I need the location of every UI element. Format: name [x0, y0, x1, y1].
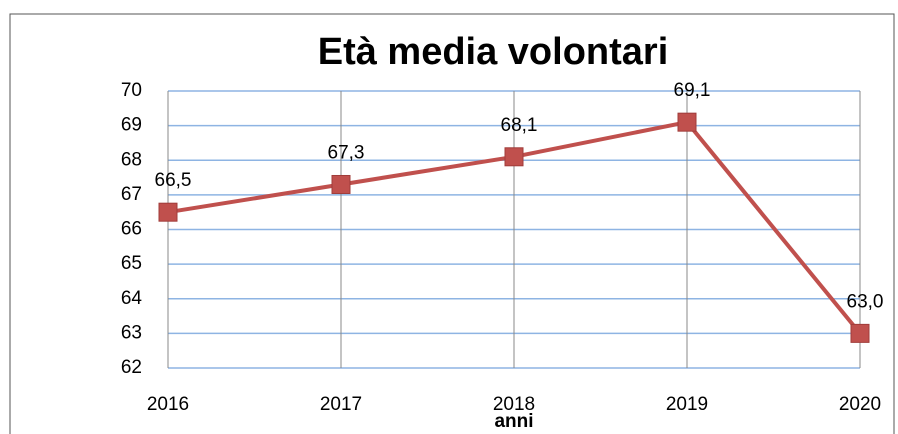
data-marker	[158, 202, 178, 222]
data-marker	[677, 112, 697, 132]
y-tick-label: 70	[121, 80, 142, 101]
data-marker	[331, 174, 351, 194]
data-label: 63,0	[847, 291, 884, 312]
x-tick-label: 2019	[666, 394, 708, 415]
data-label: 69,1	[674, 80, 711, 101]
data-marker	[850, 323, 870, 343]
chart-title: Età media volontari	[318, 31, 669, 73]
x-tick-label: 2018	[493, 394, 535, 415]
y-tick-label: 67	[121, 184, 142, 205]
x-tick-label: 2017	[320, 394, 362, 415]
x-axis-label: anni	[494, 411, 533, 432]
y-tick-label: 62	[121, 357, 142, 378]
y-tick-label: 68	[121, 149, 142, 170]
data-label: 66,5	[155, 170, 192, 191]
y-tick-label: 64	[121, 288, 143, 309]
y-tick-label: 66	[121, 219, 142, 240]
x-tick-label: 2016	[147, 394, 189, 415]
y-tick-label: 63	[121, 322, 142, 343]
y-tick-label: 69	[121, 115, 142, 136]
data-label: 67,3	[328, 143, 365, 164]
y-tick-label: 65	[121, 253, 142, 274]
data-label: 68,1	[501, 115, 538, 136]
data-marker	[504, 147, 524, 167]
x-tick-label: 2020	[839, 394, 881, 415]
chart-frame	[9, 13, 895, 434]
